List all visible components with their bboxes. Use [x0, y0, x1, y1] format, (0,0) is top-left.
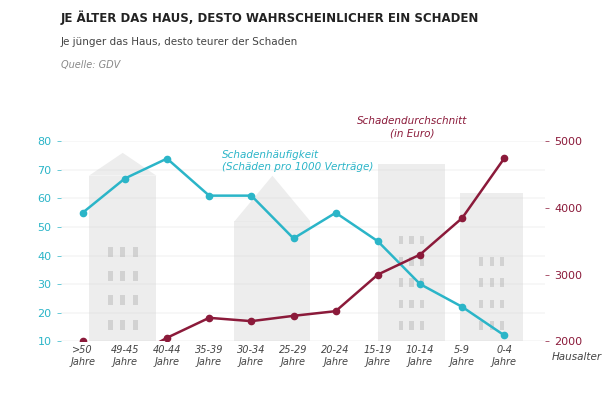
- FancyBboxPatch shape: [89, 176, 156, 341]
- Polygon shape: [89, 153, 156, 176]
- FancyBboxPatch shape: [133, 247, 138, 257]
- Text: Je jünger das Haus, desto teurer der Schaden: Je jünger das Haus, desto teurer der Sch…: [61, 37, 298, 47]
- FancyBboxPatch shape: [399, 235, 403, 244]
- Text: JE ÄLTER DAS HAUS, DESTO WAHRSCHEINLICHER EIN SCHADEN: JE ÄLTER DAS HAUS, DESTO WAHRSCHEINLICHE…: [61, 10, 479, 25]
- FancyBboxPatch shape: [479, 278, 484, 287]
- FancyBboxPatch shape: [107, 320, 113, 330]
- FancyBboxPatch shape: [235, 221, 310, 341]
- FancyBboxPatch shape: [460, 193, 524, 341]
- FancyBboxPatch shape: [420, 321, 424, 330]
- FancyBboxPatch shape: [410, 321, 414, 330]
- FancyBboxPatch shape: [490, 300, 494, 308]
- FancyBboxPatch shape: [490, 278, 494, 287]
- FancyBboxPatch shape: [399, 278, 403, 287]
- FancyBboxPatch shape: [399, 300, 403, 308]
- FancyBboxPatch shape: [479, 321, 484, 330]
- FancyBboxPatch shape: [133, 295, 138, 305]
- Polygon shape: [235, 176, 310, 221]
- FancyBboxPatch shape: [410, 235, 414, 244]
- FancyBboxPatch shape: [420, 300, 424, 308]
- FancyBboxPatch shape: [410, 257, 414, 265]
- FancyBboxPatch shape: [133, 271, 138, 281]
- FancyBboxPatch shape: [479, 300, 484, 308]
- FancyBboxPatch shape: [399, 321, 403, 330]
- FancyBboxPatch shape: [120, 247, 125, 257]
- FancyBboxPatch shape: [120, 295, 125, 305]
- FancyBboxPatch shape: [500, 300, 504, 308]
- FancyBboxPatch shape: [420, 278, 424, 287]
- FancyBboxPatch shape: [107, 271, 113, 281]
- FancyBboxPatch shape: [120, 320, 125, 330]
- FancyBboxPatch shape: [479, 257, 484, 265]
- FancyBboxPatch shape: [133, 320, 138, 330]
- FancyBboxPatch shape: [420, 257, 424, 265]
- FancyBboxPatch shape: [107, 295, 113, 305]
- FancyBboxPatch shape: [378, 164, 445, 341]
- FancyBboxPatch shape: [500, 257, 504, 265]
- FancyBboxPatch shape: [490, 257, 494, 265]
- FancyBboxPatch shape: [490, 321, 494, 330]
- FancyBboxPatch shape: [500, 278, 504, 287]
- Text: Quelle: GDV: Quelle: GDV: [61, 60, 120, 70]
- FancyBboxPatch shape: [500, 321, 504, 330]
- FancyBboxPatch shape: [410, 278, 414, 287]
- FancyBboxPatch shape: [120, 271, 125, 281]
- Text: Schadenhäufigkeit
(Schäden pro 1000 Verträge): Schadenhäufigkeit (Schäden pro 1000 Vert…: [222, 150, 373, 171]
- Text: Schadendurchschnitt
(in Euro): Schadendurchschnitt (in Euro): [357, 116, 467, 138]
- Text: Hausalter: Hausalter: [551, 352, 602, 362]
- FancyBboxPatch shape: [107, 247, 113, 257]
- FancyBboxPatch shape: [399, 257, 403, 265]
- FancyBboxPatch shape: [420, 235, 424, 244]
- FancyBboxPatch shape: [410, 300, 414, 308]
